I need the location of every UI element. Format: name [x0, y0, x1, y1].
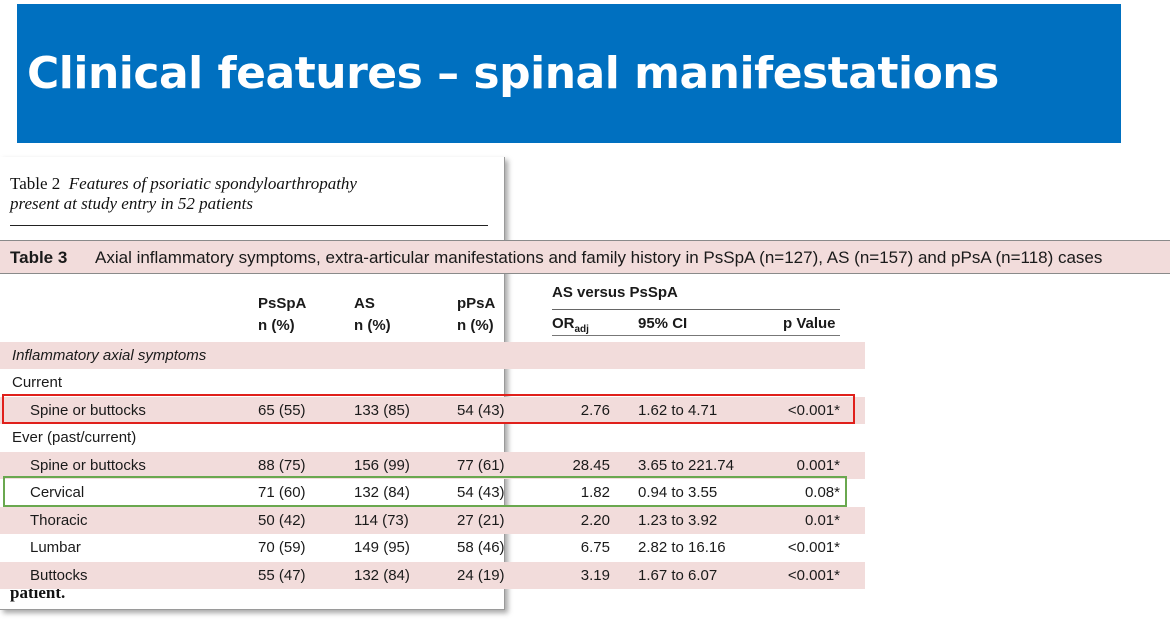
- cell-as: 132 (84): [354, 567, 410, 584]
- slide-title-bar: Clinical features – spinal manifestation…: [17, 4, 1121, 143]
- row-label: Cervical: [30, 484, 85, 501]
- table-row: Lumbar 70 (59) 149 (95) 58 (46) 6.75 2.8…: [0, 534, 865, 561]
- table-row: Buttocks 55 (47) 132 (84) 24 (19) 3.19 1…: [0, 562, 865, 589]
- cell-psspa: 70 (59): [258, 539, 306, 556]
- table2-caption-line2: present at study entry in 52 patients: [10, 194, 254, 213]
- cell-ci: 1.23 to 3.92: [638, 512, 718, 529]
- cell-or: 2.20: [580, 512, 610, 529]
- cell-ci: 3.65 to 221.74: [638, 457, 734, 474]
- cell-pvalue: 0.08*: [804, 484, 840, 501]
- cell-or: 3.19: [580, 567, 610, 584]
- cell-pvalue: <0.001*: [787, 539, 840, 556]
- highlight-box-current-spine: [2, 394, 855, 424]
- cell-ppsa: 77 (61): [457, 457, 505, 474]
- table-row: Inflammatory axial symptoms: [0, 342, 865, 369]
- cell-ci: 2.82 to 16.16: [638, 539, 726, 556]
- row-label: Buttocks: [30, 567, 88, 584]
- table-row: Spine or buttocks 65 (55) 133 (85) 54 (4…: [0, 397, 865, 424]
- col-header-ci: 95% CI: [638, 315, 688, 332]
- row-label: Lumbar: [30, 539, 81, 556]
- col-header-psspa: PsSpA n (%): [258, 295, 307, 334]
- cell-pvalue: 0.001*: [796, 457, 840, 474]
- cell-ci: 0.94 to 3.55: [638, 484, 718, 501]
- table3-label: Table 3: [10, 248, 68, 267]
- row-label: Thoracic: [30, 512, 88, 529]
- cell-as: 114 (73): [354, 512, 409, 529]
- row-label: Spine or buttocks: [30, 402, 146, 419]
- row-group-label: Current: [12, 374, 63, 391]
- cell-psspa: 65 (55): [258, 402, 306, 419]
- cell-ppsa: 54 (43): [457, 402, 505, 419]
- row-label: Spine or buttocks: [30, 457, 146, 474]
- table3-caption: Axial inflammatory symptoms, extra-artic…: [95, 248, 1103, 267]
- cell-or: 2.76: [580, 402, 610, 419]
- cell-ci: 1.62 to 4.71: [638, 402, 718, 419]
- cell-psspa: 50 (42): [258, 512, 306, 529]
- cell-pvalue: 0.01*: [804, 512, 840, 529]
- header-bottom-rule: [552, 335, 840, 336]
- table-row: Ever (past/current): [0, 424, 865, 451]
- cell-ci: 1.67 to 6.07: [638, 567, 718, 584]
- col-header-pvalue: p Value: [783, 315, 836, 332]
- cell-ppsa: 27 (21): [457, 512, 505, 529]
- table-row: Cervical 71 (60) 132 (84) 54 (43) 1.82 0…: [0, 479, 865, 506]
- cell-as: 133 (85): [354, 402, 410, 419]
- table-row: Thoracic 50 (42) 114 (73) 27 (21) 2.20 1…: [0, 507, 865, 534]
- cell-or: 6.75: [580, 539, 610, 556]
- col-header-group: AS versus PsSpA: [552, 284, 678, 301]
- cell-pvalue: <0.001*: [787, 567, 840, 584]
- col-header-ppsa: pPsA n (%): [457, 295, 496, 334]
- cell-ppsa: 58 (46): [457, 539, 505, 556]
- cell-ppsa: 24 (19): [457, 567, 505, 584]
- cell-as: 156 (99): [354, 457, 410, 474]
- table2-caption: Table 2 Features of psoriatic spondyloar…: [10, 174, 490, 214]
- table2-caption-line1: Features of psoriatic spondyloarthropath…: [68, 174, 357, 193]
- col-header-or: ORadj: [552, 315, 589, 335]
- col-header-as: AS n (%): [354, 295, 391, 334]
- slide-title: Clinical features – spinal manifestation…: [27, 48, 999, 99]
- table2-label: Table 2: [10, 174, 61, 193]
- row-section-label: Inflammatory axial symptoms: [12, 347, 207, 364]
- table-row: Spine or buttocks 88 (75) 156 (99) 77 (6…: [0, 452, 865, 479]
- cell-as: 132 (84): [354, 484, 410, 501]
- cell-as: 149 (95): [354, 539, 410, 556]
- cell-or: 28.45: [572, 457, 610, 474]
- cell-or: 1.82: [580, 484, 610, 501]
- table2-rule: [10, 225, 488, 226]
- highlight-box-cervical: [3, 476, 847, 507]
- cell-ppsa: 54 (43): [457, 484, 505, 501]
- table3-caption-bar: Table 3 Axial inflammatory symptoms, ext…: [0, 240, 1170, 274]
- table-row: Current: [0, 369, 865, 396]
- cell-pvalue: <0.001*: [787, 402, 840, 419]
- cell-psspa: 88 (75): [258, 457, 306, 474]
- cell-psspa: 55 (47): [258, 567, 306, 584]
- cell-psspa: 71 (60): [258, 484, 306, 501]
- table2-clipping: Table 2 Features of psoriatic spondyloar…: [0, 157, 505, 610]
- row-group-label: Ever (past/current): [12, 429, 137, 446]
- group-underline: [552, 309, 840, 310]
